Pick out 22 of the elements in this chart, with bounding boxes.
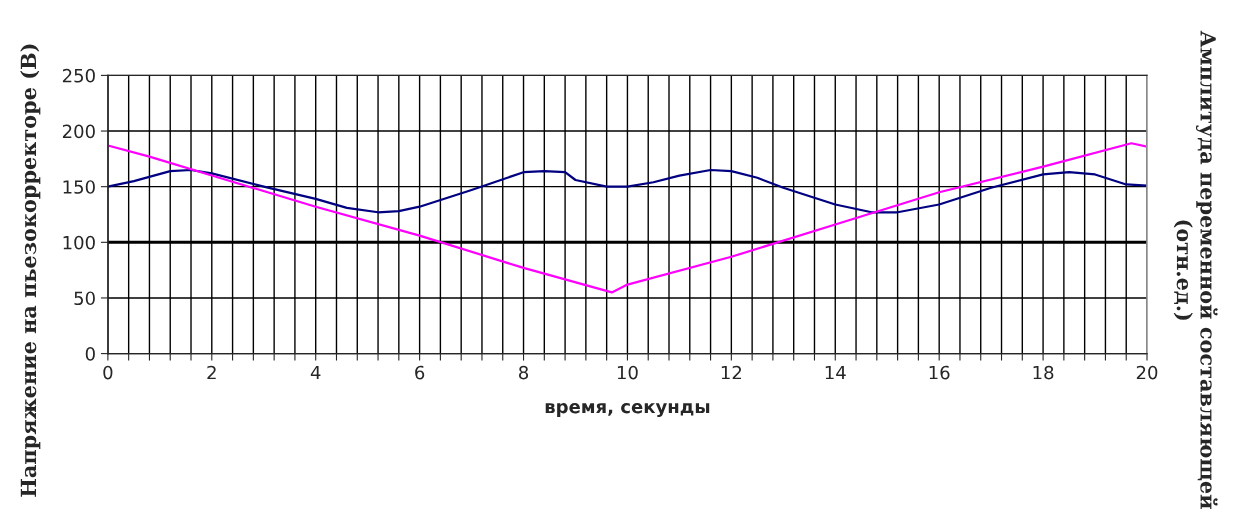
x-tick-label: 20: [1136, 365, 1158, 380]
x-axis-title: время, секунды: [545, 403, 710, 418]
y-tick-label: 100: [63, 235, 95, 250]
x-tick-label: 4: [310, 365, 321, 380]
x-tick-label: 10: [617, 365, 638, 380]
x-tick-label: 8: [519, 365, 529, 380]
y-tick-label: 150: [63, 180, 95, 194]
x-tick-label: 18: [1033, 365, 1054, 380]
y-axis-title: Напряжение на пьезокорректоре (В): [20, 44, 41, 497]
x-tick-label: 6: [415, 365, 425, 380]
line-series: [107, 168, 1147, 214]
x-tick-label: 12: [721, 365, 742, 380]
y-tick-label: 0: [85, 347, 95, 361]
x-tick-label: 14: [825, 365, 846, 380]
x-tick-label: 2: [207, 365, 216, 380]
y2-axis-title: Амплитуда переменной составляющей (отн.ед.): [1173, 30, 1218, 509]
x-tick-label: 0: [103, 365, 113, 380]
y-tick-label: 200: [62, 124, 95, 139]
line-series: [107, 142, 1147, 294]
x-tick-label: 16: [929, 365, 950, 380]
y-tick-label: 50: [74, 291, 95, 306]
y-tick-label: 250: [62, 68, 95, 83]
